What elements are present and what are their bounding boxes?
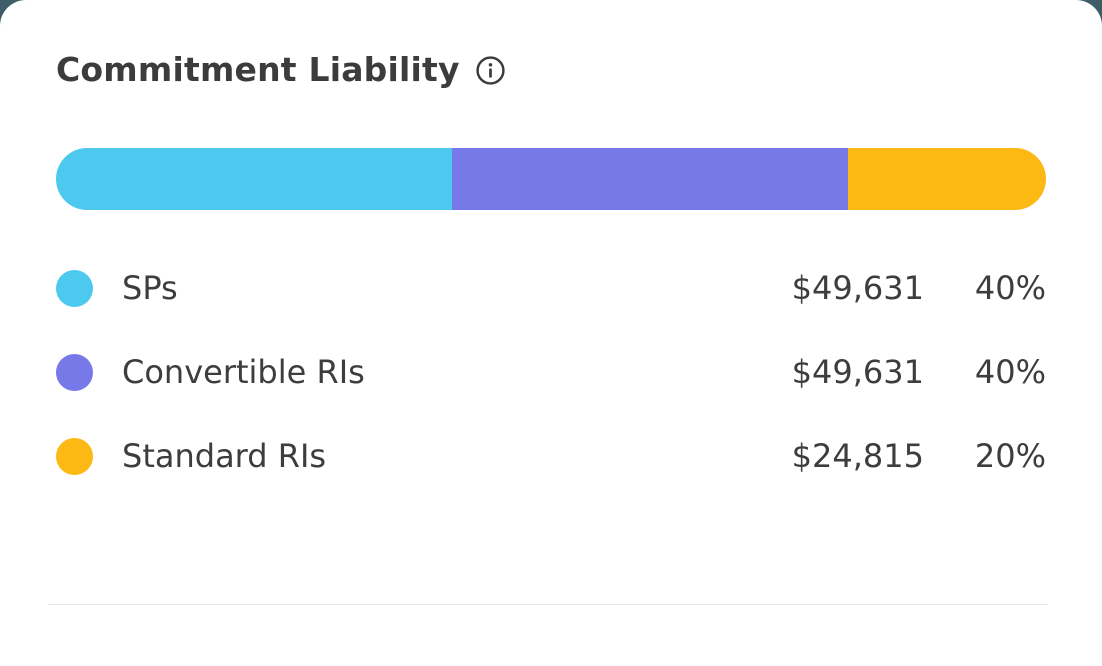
legend-percent: 20%	[974, 437, 1046, 475]
card-header: Commitment Liability	[56, 50, 1046, 89]
legend-label: SPs	[122, 269, 178, 307]
legend-label: Standard RIs	[122, 437, 327, 475]
legend-percent: 40%	[974, 353, 1046, 391]
legend-row-convertible-ris: Convertible RIs $49,631 40%	[56, 351, 1046, 393]
bottom-divider	[48, 604, 1048, 605]
legend-dot	[56, 437, 93, 475]
legend-row-sps: SPs $49,631 40%	[56, 267, 1046, 309]
legend-value: $49,631	[791, 353, 924, 391]
legend-label: Convertible RIs	[122, 353, 365, 391]
legend: SPs $49,631 40% Convertible RIs $49,631 …	[56, 267, 1046, 477]
legend-percent: 40%	[974, 269, 1046, 307]
legend-row-standard-ris: Standard RIs $24,815 20%	[56, 435, 1046, 477]
stacked-bar	[56, 148, 1046, 210]
bar-segment-standard-ris	[848, 148, 1046, 210]
legend-value: $49,631	[791, 269, 924, 307]
info-icon[interactable]	[475, 55, 506, 86]
bar-segment-sps	[56, 148, 452, 210]
legend-dot	[56, 269, 93, 307]
legend-value: $24,815	[791, 437, 924, 475]
legend-dot	[56, 353, 93, 391]
card-title: Commitment Liability	[56, 50, 460, 89]
bar-segment-convertible-ris	[452, 148, 848, 210]
